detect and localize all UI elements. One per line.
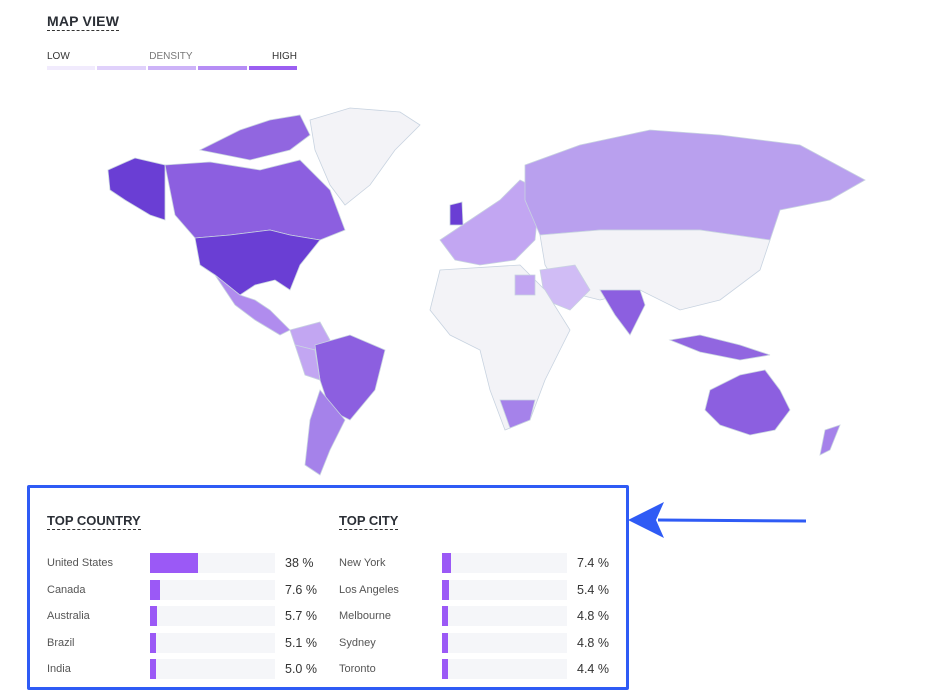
row-percent: 5.7 % [285,609,317,624]
row-bar-track [150,606,275,627]
region-brazil[interactable] [314,334,386,421]
top-city-row: Melbourne 4.8 % [339,603,609,630]
row-bar-fill [442,606,448,627]
top-country-row: United States 38 % [47,550,317,577]
row-percent: 5.4 % [577,582,609,597]
region-argentina[interactable] [304,389,346,476]
row-name: Melbourne [339,610,391,623]
row-percent: 38 % [285,556,314,571]
region-indonesia[interactable] [668,334,771,361]
region-egypt[interactable] [514,274,536,296]
row-percent: 4.8 % [577,609,609,624]
row-percent: 7.6 % [285,582,317,597]
row-bar-fill [442,632,448,653]
legend-gradient [47,66,298,70]
top-stats-panel: TOP COUNTRY United States 38 % Canada 7.6… [27,485,629,690]
region-australia[interactable] [704,369,791,436]
legend-step [147,66,197,70]
row-bar-fill [150,659,157,680]
row-bar-fill [442,659,448,680]
row-bar-fill [150,632,157,653]
row-percent: 4.8 % [577,635,609,650]
row-percent: 7.4 % [577,556,609,571]
region-alaska[interactable] [107,157,166,221]
top-city-row: Toronto 4.4 % [339,656,609,683]
top-country-row: Brazil 5.1 % [47,630,317,657]
legend-step [97,66,146,70]
region-india[interactable] [599,289,646,336]
top-country-row: Canada 7.6 % [47,577,317,604]
row-bar-fill [442,579,449,600]
row-bar-track [442,553,567,574]
top-country-section: TOP COUNTRY United States 38 % Canada 7.6… [47,512,317,683]
row-name: New York [339,557,386,570]
legend-high: HIGH [272,51,297,62]
top-city-row: Los Angeles 5.4 % [339,577,609,604]
region-canada-north[interactable] [198,114,311,161]
top-city-title: TOP CITY [339,513,399,530]
row-percent: 4.4 % [577,662,609,677]
top-country-title: TOP COUNTRY [47,513,141,530]
legend-low: LOW [47,51,70,62]
world-map[interactable] [0,90,949,480]
row-bar-track [442,632,567,653]
row-name: India [47,663,71,676]
row-name: Los Angeles [339,583,399,596]
row-bar-fill [150,579,160,600]
row-name: Sydney [339,636,376,649]
region-new-zealand[interactable] [819,424,841,456]
region-south-africa[interactable] [499,399,536,429]
top-city-row: Sydney 4.8 % [339,630,609,657]
region-peru[interactable] [294,344,321,381]
row-bar-fill [150,553,198,574]
row-bar-track [442,659,567,680]
row-bar-fill [442,553,452,574]
region-canada[interactable] [164,159,346,241]
row-bar-track [150,659,275,680]
row-bar-fill [150,606,158,627]
top-city-section: TOP CITY New York 7.4 % Los Angeles 5.4 %… [339,512,609,683]
region-uk[interactable] [449,201,464,226]
row-bar-track [442,579,567,600]
row-name: Toronto [339,663,376,676]
top-country-row: India 5.0 % [47,656,317,683]
legend-step [47,66,96,70]
row-name: Australia [47,610,90,623]
top-country-row: Australia 5.7 % [47,603,317,630]
row-bar-track [150,632,275,653]
legend-step [248,66,298,70]
row-percent: 5.0 % [285,662,317,677]
arrow-pointer-icon [628,502,807,538]
top-city-row: New York 7.4 % [339,550,609,577]
map-view-title: MAP VIEW [47,13,120,31]
region-united-states[interactable] [194,229,321,296]
legend-density: DENSITY [149,51,193,62]
region-russia[interactable] [524,129,866,241]
row-bar-track [150,553,275,574]
row-bar-track [150,579,275,600]
legend-step [198,66,247,70]
density-legend: LOW DENSITY HIGH [47,51,298,70]
row-name: United States [47,557,114,570]
row-name: Canada [47,583,86,596]
row-bar-track [442,606,567,627]
region-greenland[interactable] [309,107,421,206]
row-percent: 5.1 % [285,635,317,650]
row-name: Brazil [47,636,75,649]
